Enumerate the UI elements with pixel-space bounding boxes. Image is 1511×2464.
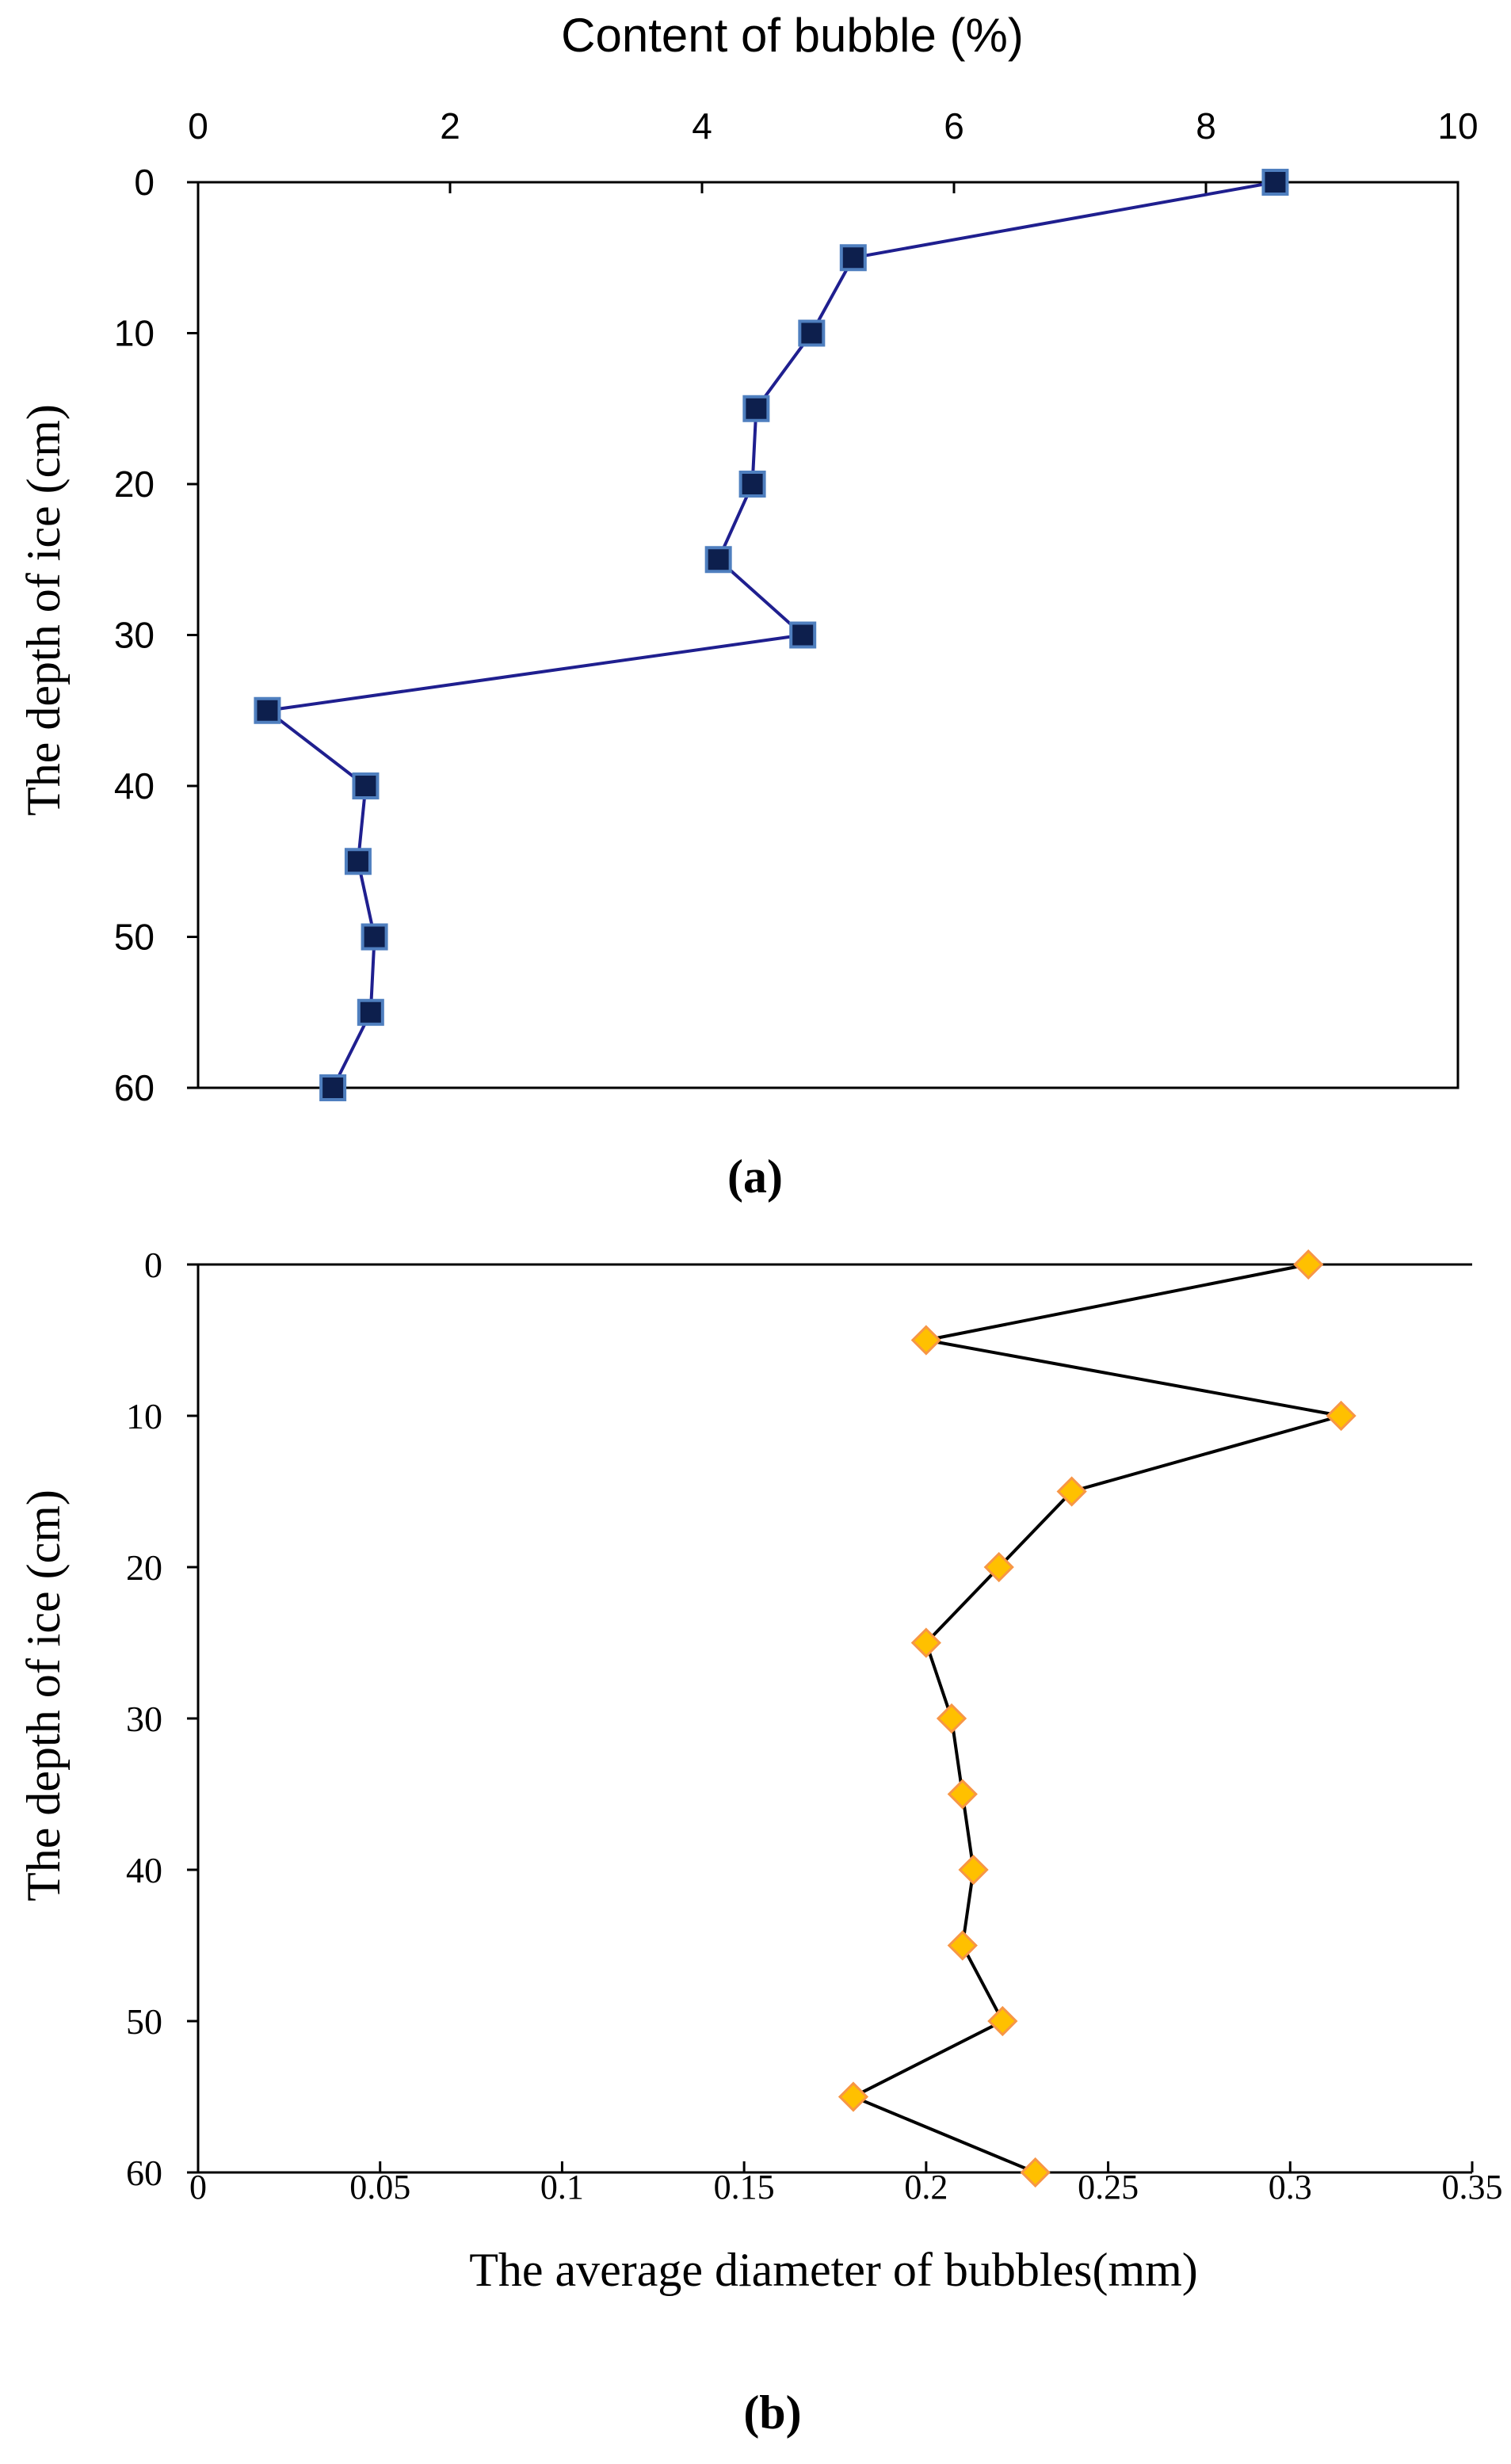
b-data-point — [838, 2081, 869, 2112]
b-x-ticks: 0 0.05 0.1 0.15 0.2 0.25 0.3 0.35 — [189, 2161, 1503, 2207]
a-series-line — [263, 181, 1276, 1089]
a-data-point — [798, 319, 826, 347]
b-x-tick-label: 0.25 — [1078, 2168, 1139, 2207]
b-data-point — [1293, 1249, 1324, 1280]
a-caption: (a) — [727, 1150, 783, 1203]
b-x-tick-label: 0.35 — [1442, 2168, 1503, 2207]
a-data-point — [839, 244, 867, 272]
b-series-markers — [838, 1249, 1356, 2188]
b-y-tick-label: 10 — [126, 1396, 162, 1436]
a-data-point — [1261, 169, 1289, 196]
a-data-point — [704, 546, 732, 574]
a-data-point — [344, 848, 372, 875]
b-x-tick-label: 0.05 — [349, 2168, 410, 2207]
b-data-point — [936, 1703, 967, 1734]
a-data-point — [742, 395, 770, 422]
a-data-point — [319, 1074, 347, 1101]
a-data-point — [361, 923, 388, 951]
a-x-tick-label: 6 — [944, 105, 964, 147]
b-data-point — [958, 1854, 989, 1886]
a-series-markers — [254, 169, 1289, 1101]
b-x-tick-label: 0.3 — [1269, 2168, 1312, 2207]
a-y-tick-label: 50 — [114, 917, 155, 958]
a-data-point — [254, 696, 281, 724]
a-y-tick-label: 0 — [134, 162, 155, 203]
a-y-tick-label: 20 — [114, 463, 155, 505]
b-data-point — [947, 1779, 978, 1810]
a-x-tick-label: 4 — [692, 105, 712, 147]
b-data-point — [1020, 2157, 1051, 2188]
b-data-point — [1326, 1400, 1356, 1432]
a-y-ticks: 0 10 20 30 40 50 60 — [114, 162, 198, 1108]
b-data-point — [910, 1627, 941, 1658]
a-data-point — [738, 471, 766, 498]
b-data-point — [910, 1325, 941, 1356]
b-y-tick-label: 50 — [126, 2001, 162, 2042]
a-x-axis-title: Content of bubble (%) — [561, 9, 1024, 62]
b-y-tick-label: 40 — [126, 1850, 162, 1890]
b-x-tick-label: 0 — [189, 2168, 207, 2207]
b-data-point — [983, 1551, 1014, 1583]
a-y-tick-label: 30 — [114, 615, 155, 656]
a-x-tick-label: 10 — [1437, 105, 1478, 147]
b-y-tick-label: 60 — [126, 2153, 162, 2193]
a-x-tick-label: 0 — [188, 105, 208, 147]
a-x-ticks: 0 2 4 6 8 10 — [188, 105, 1479, 193]
b-caption: (b) — [743, 2386, 801, 2439]
a-y-tick-label: 10 — [114, 313, 155, 354]
b-y-tick-label: 0 — [144, 1245, 162, 1285]
a-x-tick-label: 8 — [1196, 105, 1216, 147]
b-x-tick-label: 0.1 — [540, 2168, 584, 2207]
a-data-point — [352, 772, 380, 799]
b-series-line — [849, 1263, 1342, 2174]
b-x-axis-title: The average diameter of bubbles(mm) — [469, 2244, 1198, 2296]
a-data-point — [357, 998, 384, 1026]
b-data-point — [987, 2005, 1018, 2037]
b-y-tick-label: 30 — [126, 1699, 162, 1739]
a-plot-frame — [197, 181, 1459, 1089]
b-x-tick-label: 0.2 — [904, 2168, 948, 2207]
a-y-tick-label: 60 — [114, 1067, 155, 1108]
panel-b: The depth of ice (cm) 0 0.05 0.1 0.15 0.2 0.2… — [17, 1245, 1503, 2439]
panel-a: Content of bubble (%) The depth of ice (… — [17, 9, 1479, 1203]
a-y-axis-title: The depth of ice (cm) — [17, 404, 70, 816]
b-y-ticks: 0 10 20 30 40 50 60 — [126, 1245, 198, 2193]
b-data-point — [1056, 1476, 1087, 1507]
a-x-tick-label: 2 — [440, 105, 460, 147]
b-x-tick-label: 0.15 — [714, 2168, 775, 2207]
a-y-tick-label: 40 — [114, 765, 155, 807]
b-data-point — [947, 1930, 978, 1961]
b-y-axis-title: The depth of ice (cm) — [17, 1489, 70, 1901]
a-data-point — [789, 621, 817, 649]
b-y-tick-label: 20 — [126, 1547, 162, 1588]
